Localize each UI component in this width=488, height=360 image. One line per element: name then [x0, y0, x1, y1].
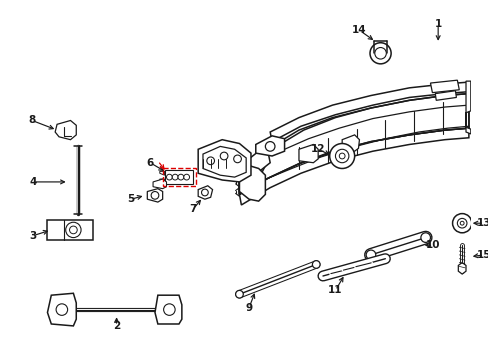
Polygon shape: [239, 94, 468, 194]
Polygon shape: [298, 144, 318, 163]
Text: 3: 3: [29, 231, 37, 241]
Text: 11: 11: [327, 285, 342, 296]
Circle shape: [339, 153, 345, 159]
Polygon shape: [270, 82, 468, 141]
Circle shape: [420, 233, 429, 242]
Bar: [163, 168, 196, 186]
Circle shape: [329, 144, 354, 168]
Circle shape: [69, 226, 77, 234]
Polygon shape: [160, 179, 164, 183]
Polygon shape: [248, 151, 270, 170]
Polygon shape: [465, 81, 470, 134]
Polygon shape: [155, 295, 182, 324]
Text: 14: 14: [351, 25, 366, 35]
Text: 6: 6: [146, 158, 154, 168]
Text: 7: 7: [189, 204, 197, 214]
Circle shape: [369, 43, 390, 64]
Polygon shape: [239, 166, 265, 201]
Polygon shape: [55, 121, 76, 140]
Circle shape: [65, 222, 81, 238]
Circle shape: [163, 304, 175, 315]
Circle shape: [220, 152, 227, 160]
Polygon shape: [434, 91, 455, 100]
Text: 10: 10: [425, 240, 440, 250]
Text: 8: 8: [28, 116, 36, 126]
Polygon shape: [164, 170, 193, 184]
Text: 4: 4: [29, 177, 37, 187]
Circle shape: [151, 192, 159, 199]
Circle shape: [265, 141, 274, 151]
Polygon shape: [198, 186, 212, 199]
Text: 1: 1: [434, 19, 441, 30]
Polygon shape: [342, 135, 359, 151]
Polygon shape: [239, 159, 265, 192]
Polygon shape: [239, 128, 468, 205]
Polygon shape: [147, 189, 163, 202]
Circle shape: [312, 261, 320, 268]
Circle shape: [172, 174, 178, 180]
Text: 2: 2: [113, 321, 120, 331]
Text: 5: 5: [127, 194, 134, 204]
Circle shape: [451, 213, 471, 233]
Circle shape: [206, 157, 214, 165]
Polygon shape: [153, 179, 166, 189]
Polygon shape: [47, 220, 92, 240]
Circle shape: [233, 155, 241, 163]
Circle shape: [374, 48, 386, 59]
Circle shape: [56, 304, 67, 315]
Polygon shape: [457, 262, 465, 274]
Polygon shape: [255, 136, 284, 156]
Polygon shape: [203, 147, 245, 177]
Circle shape: [178, 174, 183, 180]
Circle shape: [335, 149, 348, 163]
Circle shape: [183, 174, 189, 180]
Text: 12: 12: [310, 144, 325, 154]
Circle shape: [166, 174, 172, 180]
Polygon shape: [47, 293, 76, 326]
Circle shape: [201, 189, 208, 196]
Circle shape: [366, 250, 375, 260]
Circle shape: [235, 291, 243, 298]
Polygon shape: [198, 140, 250, 182]
Text: 13: 13: [476, 218, 488, 228]
Polygon shape: [160, 171, 164, 175]
Text: 15: 15: [476, 250, 488, 260]
Polygon shape: [429, 80, 458, 93]
Text: 9: 9: [245, 303, 252, 313]
Circle shape: [456, 219, 466, 228]
Circle shape: [459, 221, 463, 225]
